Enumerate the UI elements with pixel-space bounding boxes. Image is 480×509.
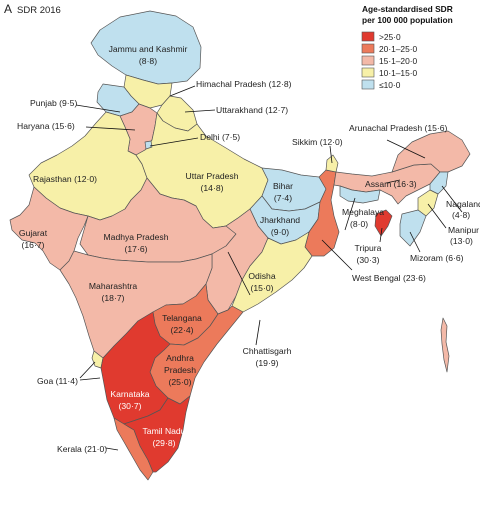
- state-karnataka: [100, 311, 171, 425]
- label-haryana: Haryana (15·6): [17, 121, 75, 131]
- label-telangana-value: (22·4): [171, 325, 194, 335]
- andaman-islands-shape: [440, 317, 450, 373]
- label-chhattisgarh-value: (19·9): [256, 358, 279, 368]
- label-jammu-and-kashmir-value: (8·8): [139, 56, 157, 66]
- label-tripura-value: (30·3): [357, 255, 380, 265]
- label-tamil-nadu-name: Tamil Nadu: [143, 426, 186, 436]
- label-jammu-and-kashmir-name: Jammu and Kashmir: [109, 44, 188, 54]
- legend-swatch: [361, 79, 375, 90]
- label-rajasthan: Rajasthan (12·0): [33, 174, 97, 184]
- label-meghalaya-value: (8·0): [350, 219, 368, 229]
- state-odisha: [231, 231, 313, 313]
- state-mizoram: [399, 209, 427, 247]
- label-nagaland-name: Nagaland: [446, 199, 480, 209]
- legend-label: ≤10·0: [379, 80, 401, 90]
- leader-lines: [75, 85, 463, 451]
- state-chhattisgarh: [205, 208, 269, 315]
- state-goa: [91, 350, 104, 369]
- panel-letter: A: [4, 2, 12, 16]
- state-delhi: [144, 140, 153, 150]
- panel-title: SDR 2016: [17, 5, 61, 16]
- legend-swatch: [361, 43, 375, 54]
- label-manipur-value: (13·0): [450, 236, 473, 246]
- label-goa: Goa (11·4): [37, 376, 78, 386]
- label-uttar-pradesh-value: (14·8): [201, 183, 224, 193]
- legend-title-line2: per 100 000 population: [362, 15, 453, 25]
- label-jharkhand-value: (9·0): [271, 227, 289, 237]
- label-bihar-value: (7·4): [274, 193, 292, 203]
- label-nagaland-value: (4·8): [452, 210, 470, 220]
- label-uttar-pradesh-name: Uttar Pradesh: [185, 171, 238, 181]
- label-kerala: Kerala (21·0): [57, 444, 107, 454]
- label-chhattisgarh-name: Chhattisgarh: [243, 346, 292, 356]
- label-tamil-nadu-value: (29·8): [153, 438, 176, 448]
- legend-label: 20·1–25·0: [379, 44, 418, 54]
- label-tripura-name: Tripura: [355, 243, 382, 253]
- label-bihar-name: Bihar: [273, 181, 293, 191]
- label-himachal-pradesh: Himachal Pradesh (12·8): [196, 79, 292, 89]
- state-tamil-nadu: [123, 395, 191, 473]
- state-tripura: [374, 209, 393, 237]
- legend-swatch: [361, 55, 375, 66]
- state-arunachal-pradesh: [391, 130, 471, 173]
- label-gujarat-name: Gujarat: [19, 228, 48, 238]
- label-andhra-pradesh-name-1: Andhra: [166, 353, 194, 363]
- label-sikkim: Sikkim (12·0): [292, 137, 343, 147]
- label-maharashtra-name: Maharashtra: [89, 281, 137, 291]
- label-meghalaya-name: Meghalaya: [342, 207, 384, 217]
- legend: Age-standardised SDR per 100 000 populat…: [361, 4, 453, 90]
- label-odisha-name: Odisha: [248, 271, 275, 281]
- label-madhya-pradesh-name: Madhya Pradesh: [104, 232, 169, 242]
- label-karnataka-name: Karnataka: [110, 389, 149, 399]
- label-odisha-value: (15·0): [251, 283, 274, 293]
- label-punjab: Punjab (9·5): [30, 98, 77, 108]
- legend-swatch: [361, 31, 375, 42]
- legend-title-line1: Age-standardised SDR: [362, 4, 453, 14]
- state-sikkim: [325, 154, 339, 173]
- label-delhi: Delhi (7·5): [200, 132, 240, 142]
- label-andhra-pradesh-name-2: Pradesh: [164, 365, 196, 375]
- legend-label: 15·1–20·0: [379, 56, 418, 66]
- label-manipur-name: Manipur: [448, 225, 479, 235]
- label-arunachal-pradesh: Arunachal Pradesh (15·6): [349, 123, 448, 133]
- label-andhra-pradesh-value: (25·0): [169, 377, 192, 387]
- label-karnataka-value: (30·7): [119, 401, 142, 411]
- label-jharkhand-name: Jharkhand: [260, 215, 300, 225]
- legend-swatch: [361, 67, 375, 78]
- label-maharashtra-value: (18·7): [102, 293, 125, 303]
- label-madhya-pradesh-value: (17·6): [125, 244, 148, 254]
- label-telangana-name: Telangana: [162, 313, 202, 323]
- label-uttarakhand: Uttarakhand (12·7): [216, 105, 288, 115]
- legend-label: >25·0: [379, 32, 401, 42]
- state-meghalaya: [339, 185, 381, 204]
- label-gujarat-value: (16·7): [22, 240, 45, 250]
- legend-label: 10·1–15·0: [379, 68, 418, 78]
- label-mizoram: Mizoram (6·6): [410, 253, 464, 263]
- label-west-bengal: West Bengal (23·6): [352, 273, 426, 283]
- label-assam: Assam (16·3): [365, 179, 417, 189]
